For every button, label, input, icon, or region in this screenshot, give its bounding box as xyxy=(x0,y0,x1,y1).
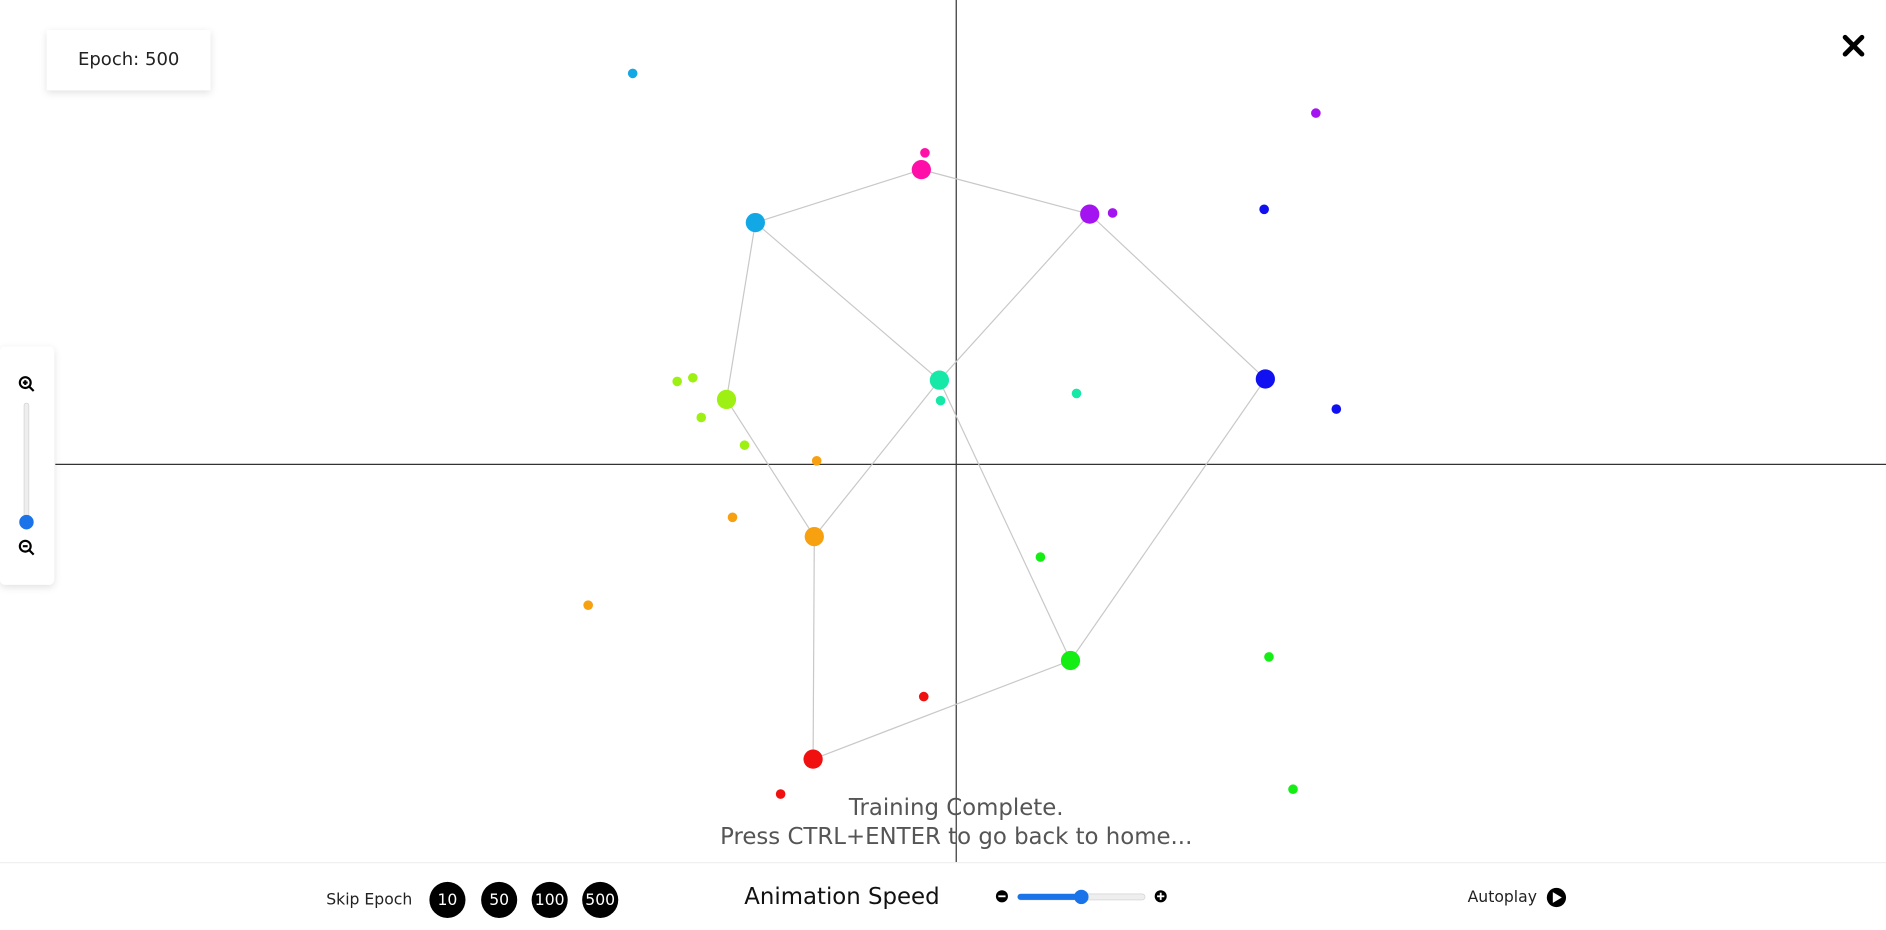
edge xyxy=(812,536,815,760)
point xyxy=(739,440,750,450)
autoplay-button[interactable] xyxy=(1546,887,1567,908)
node xyxy=(804,526,824,547)
status-line: Press CTRL+ENTER to go back to home... xyxy=(720,824,1192,850)
skip-button-bg[interactable] xyxy=(582,881,619,918)
zoom-out[interactable] xyxy=(18,539,35,556)
zoom-knob[interactable] xyxy=(19,514,34,530)
node xyxy=(911,160,931,180)
point xyxy=(1288,784,1298,795)
close-button[interactable] xyxy=(1842,34,1865,57)
point xyxy=(696,412,707,423)
point xyxy=(727,512,738,523)
point xyxy=(1311,108,1321,118)
skip-button-bg[interactable] xyxy=(531,881,568,918)
input-points xyxy=(583,68,1342,799)
skip-button-bg[interactable] xyxy=(429,881,466,918)
skip-button-bg[interactable] xyxy=(481,881,518,918)
point xyxy=(627,68,638,79)
edge xyxy=(1089,213,1266,380)
node xyxy=(803,749,823,769)
point xyxy=(935,395,946,406)
edge xyxy=(1070,378,1266,661)
point xyxy=(1035,552,1046,562)
speed-plus[interactable] xyxy=(1154,890,1167,903)
zoom-in[interactable] xyxy=(18,376,35,392)
point xyxy=(1264,652,1274,662)
point xyxy=(775,789,786,799)
som-edges xyxy=(725,169,1266,760)
speed-knob[interactable] xyxy=(1074,889,1089,905)
edge xyxy=(754,222,940,381)
speed-label: Animation Speed xyxy=(744,884,939,910)
edge xyxy=(725,222,756,400)
point xyxy=(1107,208,1118,218)
skip-button[interactable]: 500 xyxy=(582,881,619,918)
edge xyxy=(812,659,1071,760)
skip-button-label[interactable]: 50 xyxy=(489,890,509,909)
point xyxy=(583,600,593,610)
point xyxy=(1071,388,1082,399)
node xyxy=(745,212,765,233)
autoplay-label: Autoplay xyxy=(1468,887,1537,906)
control-bar xyxy=(0,862,1886,930)
epoch-label: Epoch: 500 xyxy=(78,49,179,70)
skip-button-label[interactable]: 100 xyxy=(535,890,565,909)
point xyxy=(918,691,929,702)
skip-button-label[interactable]: 500 xyxy=(585,890,615,909)
node xyxy=(1080,204,1100,224)
zoom-track xyxy=(23,402,30,530)
skip-label: Skip Epoch xyxy=(326,889,412,908)
point xyxy=(1259,204,1269,215)
point xyxy=(1331,404,1342,414)
edge xyxy=(938,213,1091,381)
skip-button[interactable]: 100 xyxy=(531,881,568,918)
skip-button[interactable]: 10 xyxy=(429,881,466,918)
edge xyxy=(813,379,940,537)
edge xyxy=(755,169,922,224)
skip-button[interactable]: 50 xyxy=(481,881,518,918)
edge xyxy=(921,169,1090,215)
edge xyxy=(938,379,1072,661)
point xyxy=(688,372,698,383)
node xyxy=(1060,650,1081,671)
som-nodes xyxy=(716,160,1275,769)
speed-minus[interactable] xyxy=(995,890,1008,903)
point xyxy=(811,455,822,466)
node xyxy=(929,370,950,390)
status-line: Training Complete. xyxy=(848,795,1064,821)
skip-buttons: 10 50 100 500 xyxy=(429,881,619,918)
node xyxy=(716,389,737,410)
edge xyxy=(725,399,815,537)
node xyxy=(1255,369,1275,389)
speed-fill xyxy=(1017,893,1082,900)
skip-button-label[interactable]: 10 xyxy=(437,890,457,909)
epoch-box xyxy=(46,30,211,91)
point xyxy=(920,147,930,158)
point xyxy=(672,376,682,387)
